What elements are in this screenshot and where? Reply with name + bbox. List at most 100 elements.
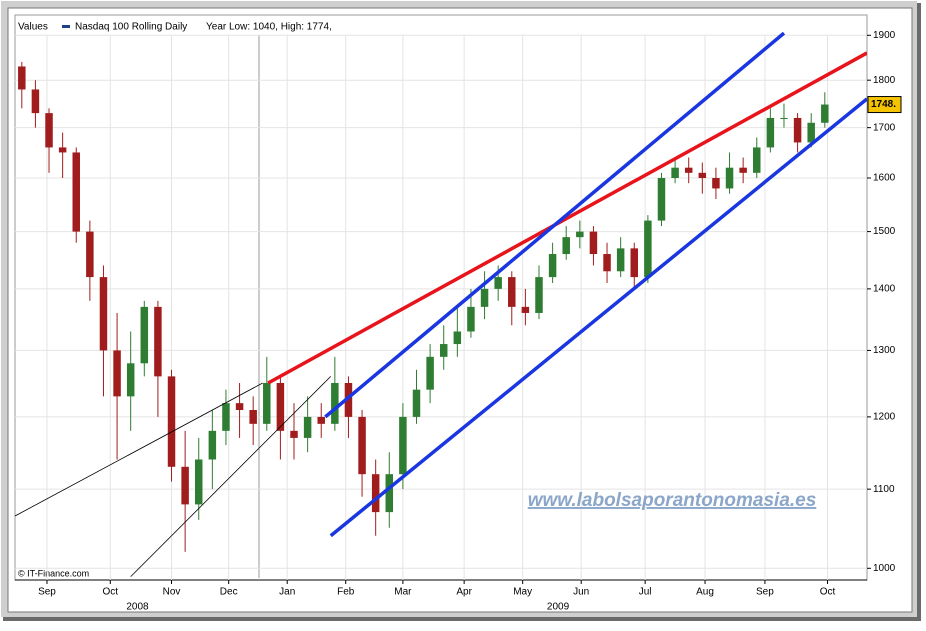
x-tick-label: Oct xyxy=(102,587,118,598)
candle-body xyxy=(657,177,666,221)
candle-body xyxy=(508,277,516,307)
candle-body xyxy=(807,122,815,143)
candle-body xyxy=(766,117,775,148)
y-tick-label: 1800 xyxy=(873,75,896,86)
x-tick-label: May xyxy=(513,587,532,598)
candle-body xyxy=(793,117,802,143)
x-tick-label: Aug xyxy=(696,587,714,598)
watermark: www.labolsaporantonomasia.es xyxy=(528,490,817,511)
plot-area xyxy=(14,14,868,581)
candle-body xyxy=(780,117,788,119)
candle-body xyxy=(371,474,380,513)
candle-body xyxy=(222,403,230,431)
credit: © IT-Finance.com xyxy=(18,568,89,578)
candle-body xyxy=(58,147,67,153)
candle-body xyxy=(562,237,570,255)
candle-body xyxy=(86,231,94,278)
y-tick-label: 1500 xyxy=(873,226,896,237)
candle-body xyxy=(671,167,679,178)
candle-body xyxy=(603,254,611,272)
candle-body xyxy=(494,277,502,289)
series-name: Nasdaq 100 Rolling Daily xyxy=(75,22,187,33)
candle-body xyxy=(576,231,584,238)
x-tick-label: Jul xyxy=(639,587,652,598)
year-label: 2009 xyxy=(547,602,570,613)
candle-body xyxy=(344,382,353,417)
x-tick-label: Sep xyxy=(38,587,56,598)
candle-body xyxy=(290,430,298,438)
y-tick-label: 1100 xyxy=(873,484,895,495)
candle-body xyxy=(317,416,325,424)
x-tick-label: Feb xyxy=(337,587,355,598)
last-price-label: 1748. xyxy=(871,99,896,110)
y-tick-label: 1300 xyxy=(873,345,896,356)
candle-body xyxy=(72,152,80,232)
candle-body xyxy=(140,306,149,364)
candle-body xyxy=(399,416,407,475)
candle-body xyxy=(630,248,639,278)
x-tick-label: Mar xyxy=(394,587,412,598)
trend-line xyxy=(324,31,786,419)
candle-body xyxy=(303,416,312,438)
y-tick-label: 1700 xyxy=(873,122,896,133)
candle-body xyxy=(453,331,462,345)
candle-body xyxy=(167,376,176,467)
candle-body xyxy=(821,104,829,123)
candle-body xyxy=(521,306,530,313)
candle-body xyxy=(712,177,720,189)
candle-body xyxy=(739,167,747,173)
candle-body xyxy=(276,382,285,431)
candle-body xyxy=(181,466,189,505)
candle-body xyxy=(263,382,271,424)
y-tick-label: 1200 xyxy=(873,412,896,423)
candle-body xyxy=(480,288,489,307)
candle-body xyxy=(385,474,394,513)
x-tick-label: Jan xyxy=(279,587,295,598)
plot-content xyxy=(15,31,867,577)
legend-label: Values xyxy=(18,22,48,33)
candle-body xyxy=(249,409,257,424)
trend-line xyxy=(329,97,867,538)
trend-line xyxy=(130,376,332,577)
x-tick-label: Dec xyxy=(220,587,238,598)
x-tick-label: Apr xyxy=(456,587,472,598)
candle-body xyxy=(548,254,557,278)
x-tick-label: Oct xyxy=(820,587,836,598)
y-tick-label: 1900 xyxy=(873,30,896,41)
candle-body xyxy=(208,430,217,460)
y-tick-label: 1400 xyxy=(873,284,896,295)
candle-body xyxy=(126,363,135,397)
candle-body xyxy=(616,248,625,272)
candle-body xyxy=(358,416,366,475)
trend-line xyxy=(15,382,263,517)
candle-body xyxy=(99,277,108,351)
y-tick-label: 1600 xyxy=(873,173,896,184)
candle-body xyxy=(154,306,162,377)
candle-body xyxy=(589,231,598,255)
candle-body xyxy=(412,389,421,417)
candle-body xyxy=(31,89,40,114)
candle-body xyxy=(698,172,707,178)
candle-body xyxy=(113,350,121,397)
trend-line xyxy=(267,51,867,385)
subtitle: Year Low: 1040, High: 1774, xyxy=(206,22,332,33)
candle-body xyxy=(194,459,203,505)
x-tick-label: Sep xyxy=(756,587,774,598)
last-price-box xyxy=(867,96,902,114)
candle-body xyxy=(753,147,761,173)
candle-body xyxy=(439,344,448,357)
candle-body xyxy=(331,382,339,424)
candle-body xyxy=(467,306,475,332)
x-tick-label: Nov xyxy=(163,587,181,598)
legend-swatch xyxy=(62,25,70,28)
year-label: 2008 xyxy=(126,602,149,613)
candle-body xyxy=(725,167,734,189)
candle-body xyxy=(45,113,53,148)
candle-body xyxy=(535,277,543,313)
candle-body xyxy=(18,66,26,90)
candle-body xyxy=(684,167,693,173)
y-tick-label: 1000 xyxy=(873,563,896,574)
candle-body xyxy=(426,356,434,390)
